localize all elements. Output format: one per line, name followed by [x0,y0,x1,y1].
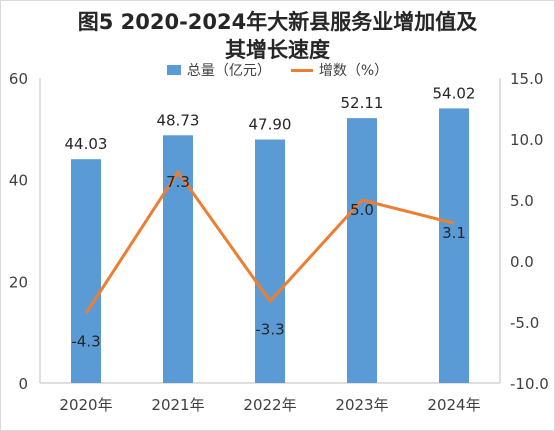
y-right-tick-label: 15.0 [510,70,543,88]
legend-swatch-bar [166,65,181,75]
y-right-tick-label: 0.0 [510,253,534,271]
bar-data-label: 44.03 [65,135,108,153]
y-right-tick-label: 5.0 [510,192,534,210]
line-data-label: 5.0 [350,201,374,219]
x-tick-label: 2023年 [335,396,388,414]
line-data-label: 7.3 [166,173,190,191]
chart-title-line-2: 其增长速度 [225,38,330,62]
bar [71,159,101,383]
legend-swatch-line [290,68,313,72]
y-left-tick-label: 60 [9,70,28,88]
y-left-tick-label: 20 [9,273,28,291]
y-left-tick-label: 0 [18,375,28,393]
y-right-tick-label: 10.0 [510,131,543,149]
growth-line [84,170,455,315]
legend-label-bar: 总量（亿元） [186,63,271,79]
bar-data-label: 52.11 [341,94,384,112]
bar [439,108,469,384]
line-data-label: 3.1 [442,224,466,242]
bar [255,139,285,383]
bar-data-label: 54.02 [433,84,476,102]
y-right-tick-label: -5.0 [510,314,539,332]
chart-legend: 总量（亿元） 增数（%） [0,60,555,80]
x-tick-label: 2022年 [243,396,296,414]
line-data-label: -4.3 [71,332,100,350]
legend-item-bar: 总量（亿元） [166,60,271,80]
x-tick-label: 2021年 [151,396,204,414]
y-right-tick-label: -10.0 [510,375,549,393]
bar [347,118,377,384]
bar-data-label: 48.73 [157,111,200,129]
line-data-label: -3.3 [255,320,284,338]
bar-data-label: 47.90 [249,116,292,134]
bar [163,135,193,383]
legend-label-line: 增数（%） [318,63,389,79]
x-tick-label: 2024年 [427,396,480,414]
x-tick-label: 2020年 [59,396,112,414]
legend-item-line: 增数（%） [290,60,389,80]
chart-title-line-1: 图5 2020-2024年大新县服务业增加值及 [77,10,478,34]
y-left-tick-label: 40 [9,172,28,190]
